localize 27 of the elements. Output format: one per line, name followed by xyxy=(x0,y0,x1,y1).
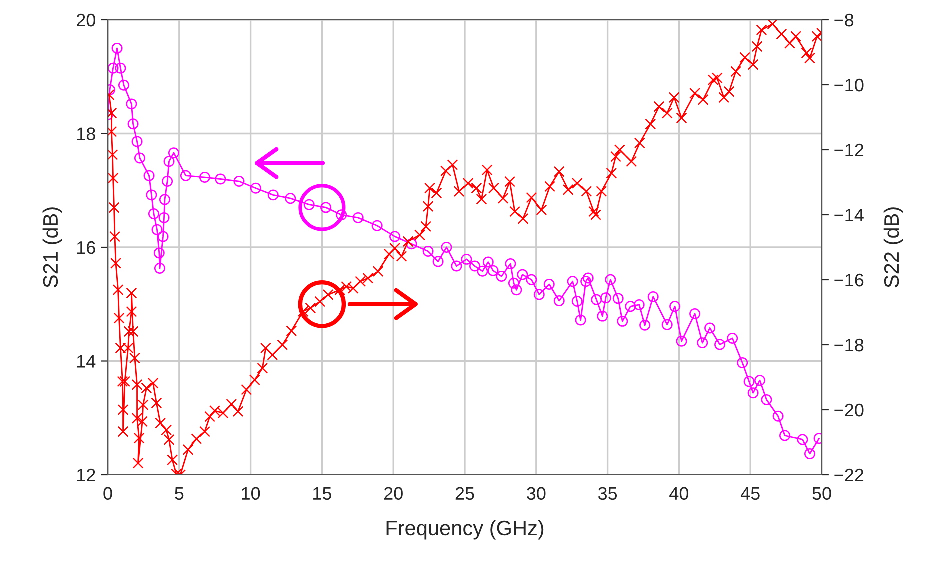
x-tick-label: 25 xyxy=(456,487,474,500)
x-tick-label: 10 xyxy=(242,487,260,500)
x-tick-label: 0 xyxy=(104,487,112,500)
y-tick-label: 12 xyxy=(77,468,96,482)
x-tick-label: 15 xyxy=(314,487,332,500)
y2-tick-label: −12 xyxy=(834,144,864,157)
y2-tick-label: −10 xyxy=(834,78,864,92)
x-tick-label: 35 xyxy=(598,487,618,500)
y-tick-label: 20 xyxy=(77,14,96,27)
y2-tick-label: −20 xyxy=(834,404,864,417)
y-tick-label: 16 xyxy=(77,241,96,254)
x-tick-label: 40 xyxy=(670,487,689,500)
y-axis-title: S21 (dB) xyxy=(42,208,62,288)
y2-tick-label: −22 xyxy=(834,468,864,482)
y2-tick-label: −16 xyxy=(834,274,864,287)
x-axis-title: Frequency (GHz) xyxy=(386,520,544,540)
x-tick-label: 5 xyxy=(175,487,184,500)
x-tick-label: 45 xyxy=(740,487,760,500)
y2-tick-label: −18 xyxy=(834,338,864,352)
y-tick-label: 14 xyxy=(77,355,96,368)
y-tick-label: 18 xyxy=(77,128,96,140)
y2-axis-title: S22 (dB) xyxy=(884,208,904,288)
x-tick-label: 30 xyxy=(527,487,546,500)
y2-tick-label: −14 xyxy=(834,209,864,222)
x-tick-label: 50 xyxy=(812,487,832,500)
y2-tick-label: −8 xyxy=(834,14,854,27)
x-tick-label: 20 xyxy=(384,487,403,500)
